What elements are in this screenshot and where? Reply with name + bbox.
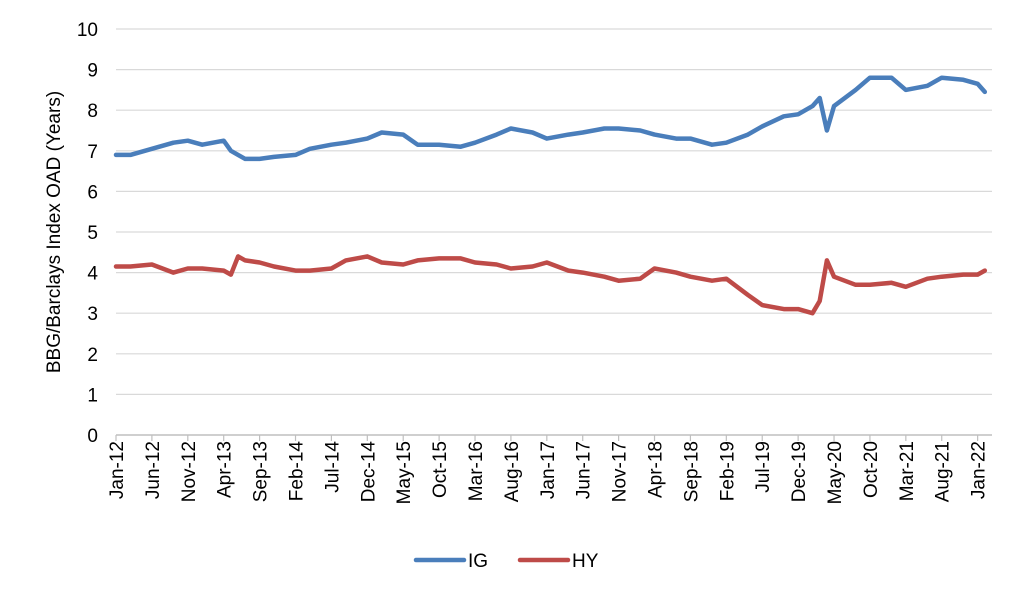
y-axis: 0 1 2 3 4 5 6 7 8 9 10 bbox=[77, 20, 99, 447]
x-tick-label: Aug-16 bbox=[502, 441, 523, 502]
y-tick-label: 3 bbox=[87, 304, 98, 325]
series-line-ig bbox=[113, 75, 988, 162]
series-line-hy bbox=[113, 254, 988, 316]
legend-label-hy: HY bbox=[572, 551, 599, 572]
x-tick-label: Aug-21 bbox=[933, 441, 954, 502]
x-tick-label: Sep-18 bbox=[681, 441, 702, 502]
x-tick-label: Apr-13 bbox=[215, 441, 236, 498]
x-tick-label: Jun-12 bbox=[143, 441, 164, 499]
y-tick-label: 10 bbox=[77, 20, 98, 41]
y-tick-label: 5 bbox=[87, 223, 98, 244]
y-tick-label: 1 bbox=[87, 385, 98, 406]
y-tick-label: 0 bbox=[87, 426, 98, 447]
x-tick-label: Dec-19 bbox=[789, 441, 810, 502]
x-axis: Jan-12 Jun-12 Nov-12 Apr-13 Sep-13 Feb-14 Jul-… bbox=[107, 434, 992, 504]
x-tick-label: Oct-20 bbox=[861, 441, 882, 498]
x-tick-label: Mar-16 bbox=[466, 441, 487, 501]
x-tick-label: Oct-15 bbox=[430, 441, 451, 498]
x-tick-label: Jun-17 bbox=[574, 441, 595, 499]
x-tick-label: Jan-17 bbox=[538, 441, 559, 499]
y-tick-label: 4 bbox=[87, 264, 98, 285]
y-tick-label: 8 bbox=[87, 101, 98, 122]
x-tick-label: May-15 bbox=[394, 441, 415, 504]
y-tick-label: 9 bbox=[87, 61, 98, 82]
x-tick-label: Nov-17 bbox=[610, 441, 631, 502]
x-tick-label: May-20 bbox=[825, 441, 846, 504]
x-tick-label: Feb-14 bbox=[287, 441, 308, 502]
y-axis-title: BBG/Barclays Index OAD (Years) bbox=[44, 91, 65, 373]
y-tick-label: 6 bbox=[87, 182, 98, 203]
x-tick-label: Nov-12 bbox=[179, 441, 200, 502]
x-tick-label: Feb-19 bbox=[717, 441, 738, 501]
x-tick-label: Jan-22 bbox=[969, 441, 990, 499]
y-tick-label: 7 bbox=[87, 142, 98, 163]
y-gridlines bbox=[116, 28, 992, 395]
series-lines bbox=[113, 75, 988, 316]
x-tick-label: Mar-21 bbox=[897, 441, 918, 501]
x-tick-label: Dec-14 bbox=[358, 441, 379, 503]
x-tick-label: Jul-19 bbox=[753, 441, 774, 493]
x-tick-label: Jul-14 bbox=[322, 441, 343, 493]
legend-label-ig: IG bbox=[468, 551, 488, 572]
x-tick-label: Jan-12 bbox=[107, 441, 128, 499]
x-tick-label: Apr-18 bbox=[646, 441, 667, 498]
x-tick-label: Sep-13 bbox=[251, 441, 272, 502]
y-tick-label: 2 bbox=[87, 345, 98, 366]
legend: IG HY bbox=[413, 551, 599, 572]
